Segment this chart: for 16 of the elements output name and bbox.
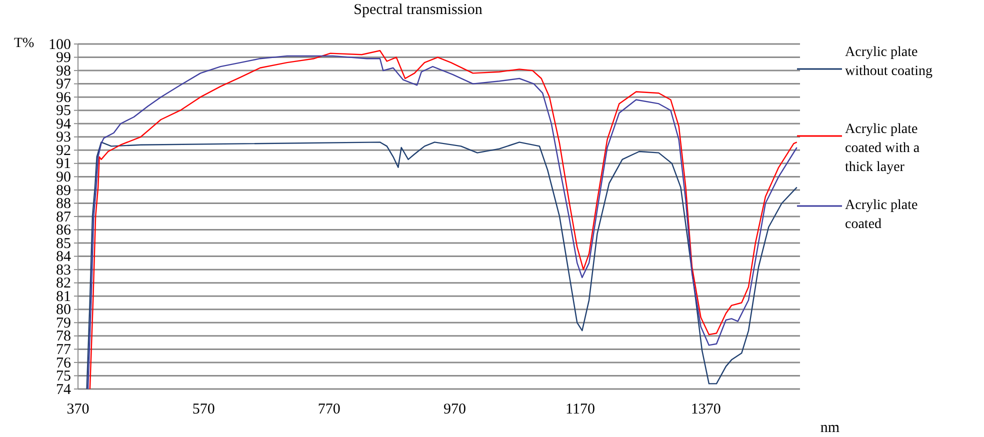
y-axis-title: T% <box>14 36 35 51</box>
x-tick-label: 570 <box>192 402 215 418</box>
y-tick-label: 100 <box>48 36 71 53</box>
y-tick-label: 76 <box>56 355 72 372</box>
legend-label: Acrylic plate coated with a thick layer <box>845 122 920 175</box>
line-series <box>86 142 798 390</box>
x-tick-label: 970 <box>443 402 466 418</box>
y-tick-label: 89 <box>56 182 71 199</box>
chart-title: Spectral transmission <box>354 2 483 18</box>
x-axis-title: nm <box>820 420 840 436</box>
x-tick-label: 370 <box>66 402 90 418</box>
legend-label: Acrylic plate without coating <box>845 45 932 79</box>
x-tick-label: 1370 <box>690 402 721 418</box>
x-tick-label: 770 <box>318 402 340 418</box>
legend-label: Acrylic plate coated <box>845 198 918 232</box>
x-tick-label: 1170 <box>566 402 595 418</box>
